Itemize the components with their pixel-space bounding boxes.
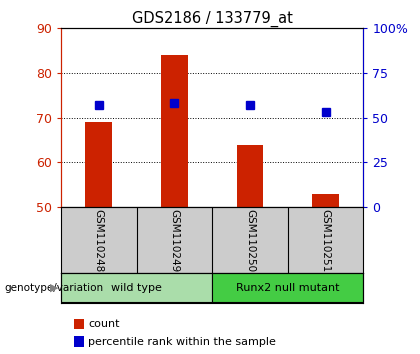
Text: GSM110251: GSM110251 [320, 209, 331, 272]
Title: GDS2186 / 133779_at: GDS2186 / 133779_at [131, 11, 293, 27]
Text: GSM110249: GSM110249 [169, 209, 179, 272]
Text: Runx2 null mutant: Runx2 null mutant [236, 282, 339, 293]
Text: genotype/variation: genotype/variation [4, 282, 103, 293]
Text: count: count [88, 319, 120, 329]
FancyBboxPatch shape [61, 273, 212, 302]
Bar [161, 55, 188, 207]
Text: GSM110250: GSM110250 [245, 209, 255, 272]
Text: percentile rank within the sample: percentile rank within the sample [88, 337, 276, 347]
Bar [237, 144, 263, 207]
Bar [312, 194, 339, 207]
Text: ▶: ▶ [50, 282, 59, 293]
Bar [86, 122, 112, 207]
Text: GSM110248: GSM110248 [94, 209, 104, 272]
Text: wild type: wild type [111, 282, 162, 293]
FancyBboxPatch shape [212, 273, 363, 302]
